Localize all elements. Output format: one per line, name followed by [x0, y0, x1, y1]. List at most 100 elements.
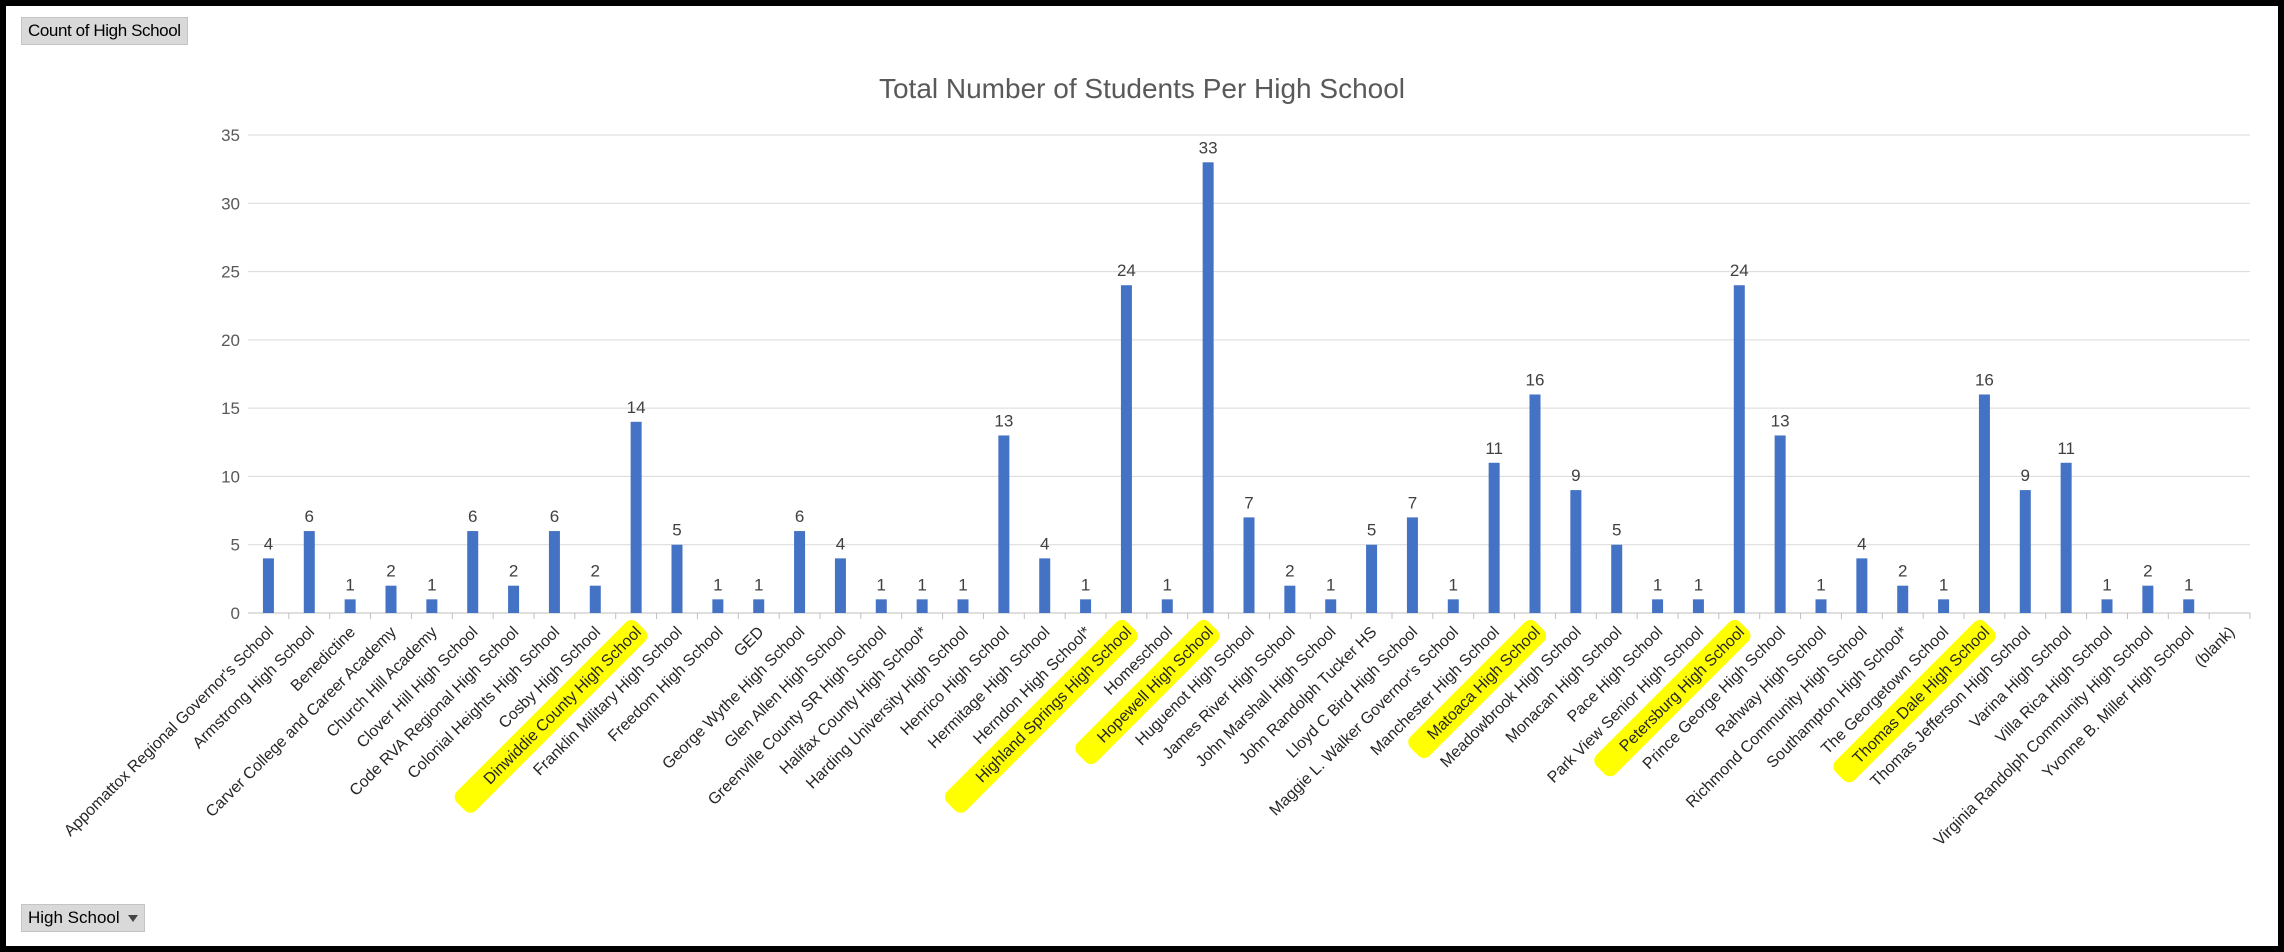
highlight-mark [1833, 620, 1996, 783]
value-field-button[interactable]: Count of High School [21, 17, 188, 45]
data-label: 11 [1485, 439, 1503, 458]
bar [426, 599, 438, 613]
bar [1529, 394, 1541, 613]
data-label: 6 [468, 507, 477, 526]
bar [1120, 285, 1132, 613]
bar [1652, 599, 1664, 613]
chart-title: Total Number of Students Per High School [879, 73, 1405, 104]
data-label: 1 [1939, 575, 1948, 594]
data-label: 11 [2057, 439, 2075, 458]
bar [998, 435, 1010, 613]
bar [1488, 462, 1500, 613]
y-tick-label: 35 [221, 126, 240, 145]
y-tick-label: 15 [221, 399, 240, 418]
data-label: 2 [1898, 562, 1907, 581]
data-label: 2 [2143, 562, 2152, 581]
highlight-mark [1408, 620, 1547, 758]
axis-field-button[interactable]: High School [21, 904, 145, 932]
bar [1611, 544, 1623, 613]
data-label: 13 [1771, 411, 1790, 430]
bar [1692, 599, 1704, 613]
bar [630, 421, 642, 613]
bar [1938, 599, 1950, 613]
bar [671, 544, 683, 613]
x-tick-label: (blank) [2192, 624, 2239, 671]
data-label: 1 [754, 575, 763, 594]
y-tick-label: 25 [221, 263, 240, 282]
data-label: 2 [386, 562, 395, 581]
bar [1366, 544, 1378, 613]
bar [2142, 585, 2154, 613]
x-tick-label: Yvonne B. Miller High School [2040, 624, 2198, 782]
bar [1447, 599, 1459, 613]
bar [1978, 394, 1990, 613]
data-label: 6 [550, 507, 559, 526]
data-label: 1 [958, 575, 967, 594]
data-label: 5 [672, 521, 681, 540]
bar [262, 558, 274, 613]
data-label: 5 [1367, 521, 1376, 540]
highlight-layer [454, 620, 1996, 813]
y-axis-ticks: 0 5 10 15 20 25 30 35 [221, 126, 240, 623]
bar [1570, 490, 1582, 613]
bar [2060, 462, 2072, 613]
data-label: 4 [1040, 534, 1049, 553]
data-label: 1 [345, 575, 354, 594]
data-label: 1 [1449, 575, 1458, 594]
data-label: 24 [1117, 261, 1136, 280]
bar [1202, 162, 1214, 614]
data-label: 7 [1408, 493, 1417, 512]
bar [548, 531, 560, 613]
data-label: 1 [2184, 575, 2193, 594]
data-label: 9 [1571, 466, 1580, 485]
bar [1039, 558, 1051, 613]
axis-field-label: High School [28, 908, 120, 927]
bar [1815, 599, 1827, 613]
bar [712, 599, 724, 613]
data-label: 6 [795, 507, 804, 526]
data-label: 7 [1244, 493, 1253, 512]
data-label: 24 [1730, 261, 1749, 280]
y-tick-label: 0 [231, 604, 240, 623]
bar [1897, 585, 1909, 613]
data-label: 4 [1857, 534, 1866, 553]
highlight-mark [944, 620, 1138, 813]
bar [2183, 599, 2195, 613]
bar [2019, 490, 2031, 613]
data-label: 1 [427, 575, 436, 594]
data-label: 2 [1285, 562, 1294, 581]
highlight-mark [1075, 620, 1220, 765]
bar [875, 599, 887, 613]
data-label: 16 [1975, 370, 1994, 389]
y-tick-label: 30 [221, 194, 240, 213]
data-label: 9 [2021, 466, 2030, 485]
data-label: 1 [917, 575, 926, 594]
data-label: 1 [2102, 575, 2111, 594]
data-label: 1 [1081, 575, 1090, 594]
bar [1080, 599, 1092, 613]
data-label: 2 [509, 562, 518, 581]
bar [508, 585, 520, 613]
bar [753, 599, 765, 613]
data-label: 5 [1612, 521, 1621, 540]
data-label: 1 [713, 575, 722, 594]
bar [1733, 285, 1745, 613]
data-label: 1 [1163, 575, 1172, 594]
y-tick-label: 20 [221, 331, 240, 350]
bar [834, 558, 846, 613]
x-tick-label: GED [731, 624, 768, 661]
bar [1243, 517, 1255, 613]
bar [1284, 585, 1296, 613]
highlight-mark [454, 620, 648, 813]
x-tick-label: Appomattox Regional Governor's School [61, 624, 277, 840]
bar [1406, 517, 1418, 613]
data-label: 1 [1694, 575, 1703, 594]
bar [303, 531, 315, 613]
bar [794, 531, 806, 613]
bar [467, 531, 479, 613]
dropdown-arrow-icon [127, 915, 138, 923]
bar [916, 599, 928, 613]
data-label: 16 [1526, 370, 1545, 389]
